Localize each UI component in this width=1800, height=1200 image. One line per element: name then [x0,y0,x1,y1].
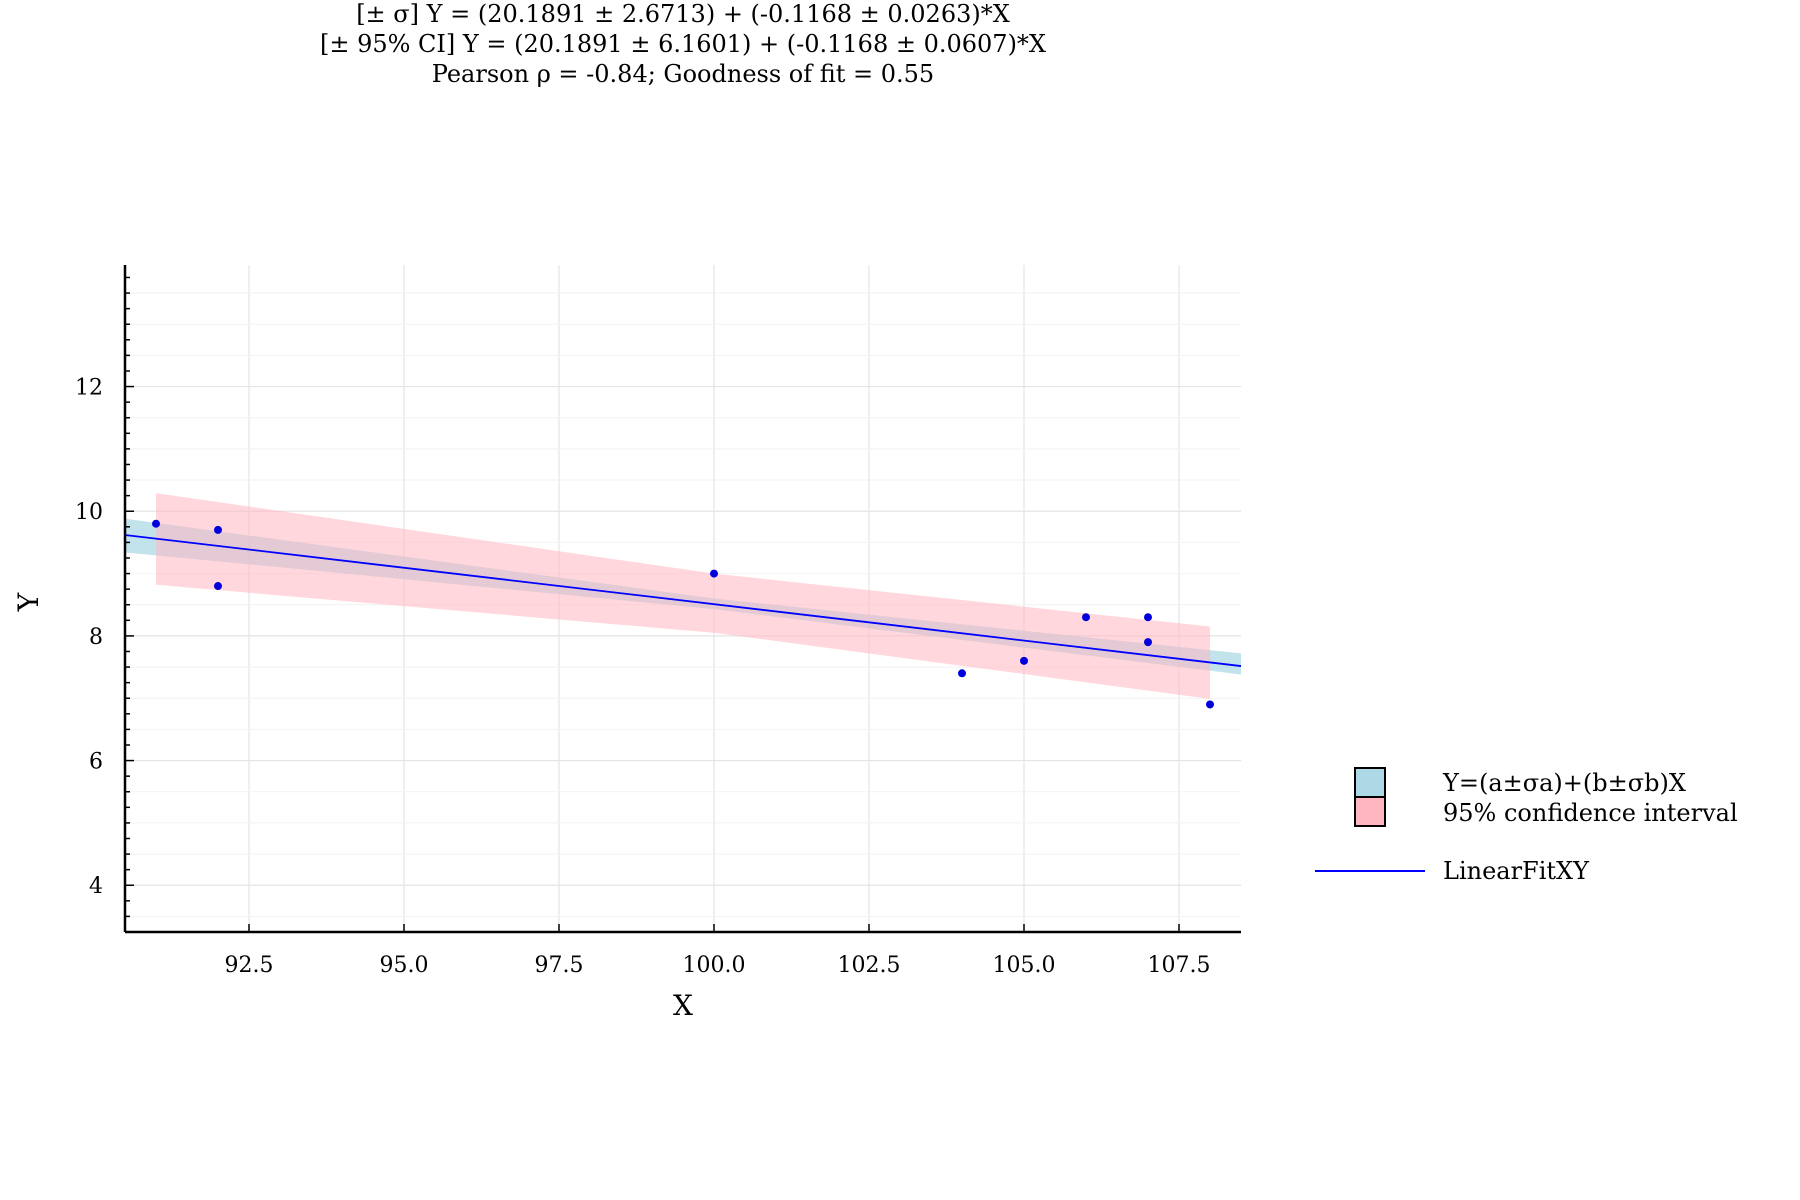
y-tick-label-4: 12 [75,376,103,401]
data-point-5 [1020,656,1028,665]
y-axis-label: Y [12,592,45,612]
data-point-7 [1144,613,1152,622]
data-point-1 [214,525,222,534]
x-tick-label-1: 95.0 [380,953,429,978]
x-tick-label-2: 97.5 [535,953,584,978]
y-tick-label-0: 4 [89,874,103,899]
axes [123,265,1241,934]
ci-band [156,493,1210,699]
legend-label-ci: 95% confidence interval [1443,799,1738,827]
x-tick-label-6: 107.5 [1148,953,1211,978]
legend-label-fit: LinearFitXY [1443,857,1590,885]
title-line-2: [± 95% CI] Y = (20.1891 ± 6.1601) + (-0.… [320,30,1046,58]
bands [125,493,1241,699]
x-tick-label-3: 100.0 [683,953,746,978]
y-tick-label-1: 6 [89,750,103,775]
data-point-2 [214,582,222,591]
legend: Y=(a±σa)+(b±σb)X95% confidence interval L… [1315,767,1738,885]
chart-title: [± σ] Y = (20.1891 ± 2.6713) + (-0.1168 … [320,0,1046,88]
fit-line [124,534,1242,667]
x-tick-label-4: 102.5 [838,953,901,978]
data-point-9 [1206,700,1214,709]
fit-line-group [124,534,1242,667]
legend-box-ci [1354,796,1386,827]
ticks: 92.5 95.0 97.5 100.0 102.5 105.0 107.5 4 6 8 10 12 [75,276,1211,978]
y-tick-label-2: 8 [89,625,103,650]
title-line-1: [± σ] Y = (20.1891 ± 2.6713) + (-0.1168 … [356,0,1010,28]
data-point-0 [152,519,160,528]
legend-box-sigma [1354,767,1386,798]
legend-label-sigma: Y=(a±σa)+(b±σb)X [1442,769,1686,797]
x-tick-label-0: 92.5 [225,953,274,978]
x-tick-label-5: 105.0 [993,953,1056,978]
x-axis-label: X [673,989,693,1022]
data-point-8 [1144,638,1152,647]
data-point-3 [710,569,718,578]
y-tick-label-3: 10 [75,500,103,525]
data-point-6 [1082,613,1090,622]
title-line-3: Pearson ρ = -0.84; Goodness of fit = 0.5… [432,60,934,88]
points [152,519,1214,709]
data-point-4 [958,669,966,678]
